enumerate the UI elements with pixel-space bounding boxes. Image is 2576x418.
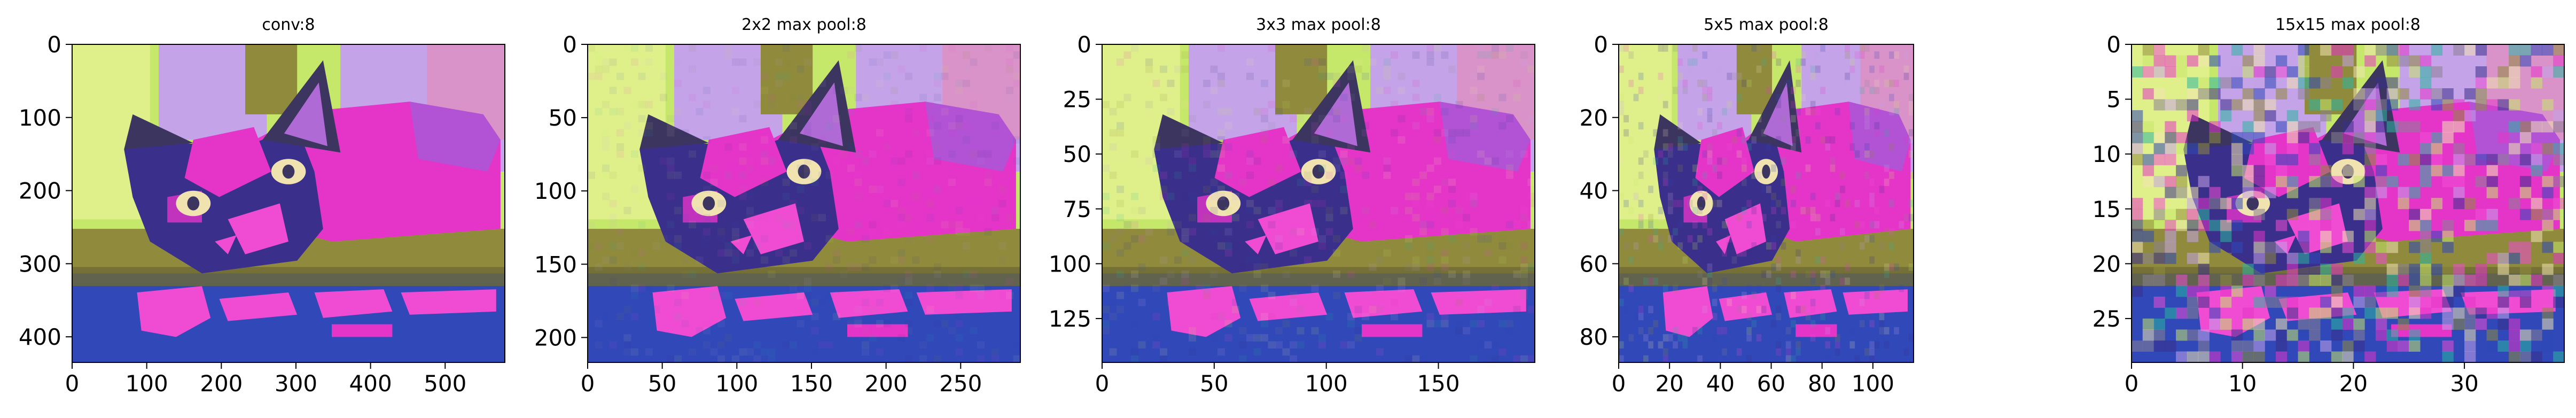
x-tick-label: 200 <box>865 370 908 397</box>
x-tick-label: 60 <box>1757 370 1785 397</box>
chart-panel: 15x15 max pool:8 0 10 20 30 0 5 10 15 20 25 <box>2093 16 2565 397</box>
y-tick-label: 20 <box>2093 251 2121 277</box>
x-tick-label: 400 <box>349 370 392 397</box>
x-tick-label: 300 <box>275 370 317 397</box>
x-tick-label: 40 <box>1706 370 1735 397</box>
axes-frame <box>1102 44 1535 363</box>
x-tick-label: 100 <box>1305 370 1348 397</box>
y-tick-label: 40 <box>1580 178 1608 204</box>
x-tick-label: 50 <box>648 370 676 397</box>
y-tick-label: 5 <box>2106 87 2121 113</box>
y-tick-label: 400 <box>19 324 61 350</box>
x-tick-label: 20 <box>1655 370 1683 397</box>
x-tick-label: 80 <box>1808 370 1836 397</box>
y-tick-label: 150 <box>534 251 577 277</box>
x-tick-label: 30 <box>2450 370 2478 397</box>
axes-frame <box>2131 44 2565 363</box>
heatmap-image <box>72 44 505 362</box>
panel-title: conv:8 <box>262 16 315 34</box>
x-tick-label: 100 <box>1852 370 1894 397</box>
y-tick-label: 0 <box>563 32 577 58</box>
y-tick-label: 200 <box>19 178 61 204</box>
x-tick-label: 10 <box>2228 370 2257 397</box>
chart-panel: 2x2 max pool:8 0 50 100 150 200 250 0 50 100 150 20… <box>534 16 1021 397</box>
x-tick-label: 0 <box>581 370 595 397</box>
x-tick-label: 50 <box>1200 370 1228 397</box>
x-tick-label: 250 <box>939 370 982 397</box>
x-tick-label: 150 <box>790 370 833 397</box>
y-tick-label: 50 <box>1063 141 1091 167</box>
x-tick-label: 150 <box>1417 370 1459 397</box>
heatmap-image <box>1619 44 1914 362</box>
y-tick-label: 0 <box>47 32 61 58</box>
x-tick-label: 0 <box>1095 370 1110 397</box>
y-tick-label: 75 <box>1063 196 1091 222</box>
y-tick-label: 25 <box>1063 87 1091 113</box>
y-tick-label: 20 <box>1580 105 1608 131</box>
panel-title: 2x2 max pool:8 <box>741 16 867 34</box>
axes-frame <box>587 44 1021 363</box>
y-tick-label: 0 <box>2106 32 2121 58</box>
y-tick-label: 0 <box>1594 32 1608 58</box>
y-tick-label: 60 <box>1580 251 1608 277</box>
x-tick-label: 500 <box>424 370 466 397</box>
axes-frame <box>72 44 505 363</box>
y-tick-label: 0 <box>1077 32 1091 58</box>
y-tick-label: 10 <box>2093 141 2121 167</box>
chart-panel: conv:8 0 100 200 300 400 500 0 100 200 300 400 <box>19 16 505 397</box>
y-tick-label: 15 <box>2093 196 2121 222</box>
panel-title: 5x5 max pool:8 <box>1704 16 1829 34</box>
y-tick-label: 100 <box>19 105 61 131</box>
y-tick-label: 100 <box>534 178 577 204</box>
heatmap-image <box>1102 44 1535 362</box>
y-tick-label: 80 <box>1580 324 1608 350</box>
y-tick-label: 100 <box>1049 251 1091 277</box>
x-tick-label: 20 <box>2339 370 2368 397</box>
x-tick-label: 0 <box>65 370 80 397</box>
panel-title: 15x15 max pool:8 <box>2275 16 2421 34</box>
y-tick-label: 300 <box>19 251 61 277</box>
x-tick-label: 0 <box>2125 370 2139 397</box>
x-tick-label: 100 <box>126 370 168 397</box>
x-tick-label: 100 <box>715 370 758 397</box>
y-tick-label: 25 <box>2093 306 2121 332</box>
y-tick-label: 50 <box>549 105 577 131</box>
x-tick-label: 200 <box>200 370 243 397</box>
x-tick-label: 0 <box>1612 370 1626 397</box>
heatmap-image <box>588 44 1020 362</box>
y-tick-label: 200 <box>534 324 577 351</box>
y-tick-label: 125 <box>1049 306 1091 332</box>
panel-title: 3x3 max pool:8 <box>1256 16 1381 34</box>
heatmap-image <box>2132 44 2564 362</box>
axes-frame <box>1618 44 1914 363</box>
chart-panel: 3x3 max pool:8 0 50 100 150 0 25 50 75 100 125 <box>1049 16 1535 397</box>
chart-panel: 5x5 max pool:8 0 20 40 60 80 100 0 20 40 60 80 <box>1580 16 1914 397</box>
